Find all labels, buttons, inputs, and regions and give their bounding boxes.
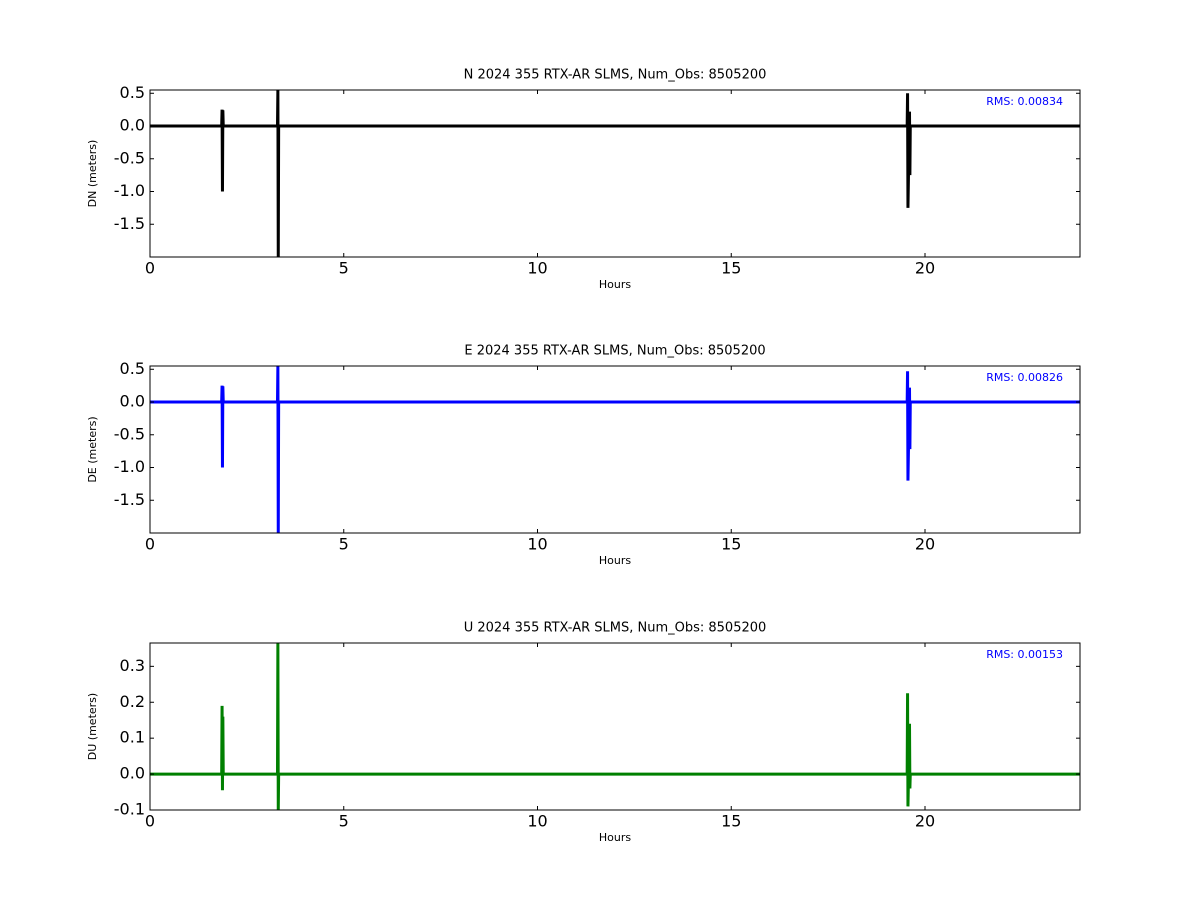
data-line: [150, 366, 1080, 533]
chart-title: N 2024 355 RTX-AR SLMS, Num_Obs: 8505200: [464, 68, 767, 83]
x-tick-label: 20: [915, 259, 935, 278]
x-axis-label: Hours: [599, 278, 631, 291]
y-tick-label: 0.5: [120, 359, 145, 378]
x-tick-label: 0: [145, 259, 155, 278]
rms-annotation: RMS: 0.00826: [986, 371, 1063, 384]
y-tick-label: -1.5: [114, 214, 145, 233]
x-tick-label: 15: [721, 812, 741, 831]
plot-area: [150, 643, 1080, 810]
x-tick-label: 5: [339, 535, 349, 554]
x-tick-label: 5: [339, 259, 349, 278]
y-tick-label: 0.3: [120, 656, 145, 675]
axes-frame: [149, 89, 1081, 258]
x-tick-label: 5: [339, 812, 349, 831]
x-tick-label: 0: [145, 535, 155, 554]
plot-area: [150, 90, 1080, 257]
y-tick-label: 0.1: [120, 728, 145, 747]
y-tick-label: 0.0: [120, 392, 145, 411]
chart-title: E 2024 355 RTX-AR SLMS, Num_Obs: 8505200: [464, 344, 765, 359]
x-tick-label: 10: [527, 535, 547, 554]
y-tick-label: -1.5: [114, 490, 145, 509]
y-tick-label: -0.5: [114, 148, 145, 167]
plot-area: [150, 366, 1080, 533]
y-tick-label: -1.0: [114, 457, 145, 476]
chart-title: U 2024 355 RTX-AR SLMS, Num_Obs: 8505200: [464, 621, 767, 636]
y-tick-label: -0.1: [114, 800, 145, 819]
x-tick-label: 0: [145, 812, 155, 831]
x-tick-label: 20: [915, 812, 935, 831]
x-tick-label: 15: [721, 259, 741, 278]
data-line: [150, 643, 1080, 810]
x-axis-label: Hours: [599, 831, 631, 844]
x-axis-label: Hours: [599, 554, 631, 567]
y-axis-label: DN (meters): [86, 140, 99, 208]
axes-frame: [149, 642, 1081, 811]
x-tick-label: 15: [721, 535, 741, 554]
data-line: [150, 90, 1080, 257]
rms-annotation: RMS: 0.00153: [986, 648, 1063, 661]
x-tick-label: 10: [527, 812, 547, 831]
y-tick-label: -0.5: [114, 424, 145, 443]
y-tick-label: 0.2: [120, 692, 145, 711]
y-tick-label: -1.0: [114, 181, 145, 200]
y-tick-label: 0.5: [120, 83, 145, 102]
axes-frame: [149, 365, 1081, 534]
y-tick-label: 0.0: [120, 764, 145, 783]
x-tick-label: 20: [915, 535, 935, 554]
y-axis-label: DU (meters): [86, 693, 99, 760]
x-tick-label: 10: [527, 259, 547, 278]
y-axis-label: DE (meters): [86, 416, 99, 482]
rms-annotation: RMS: 0.00834: [986, 95, 1063, 108]
y-tick-label: 0.0: [120, 116, 145, 135]
